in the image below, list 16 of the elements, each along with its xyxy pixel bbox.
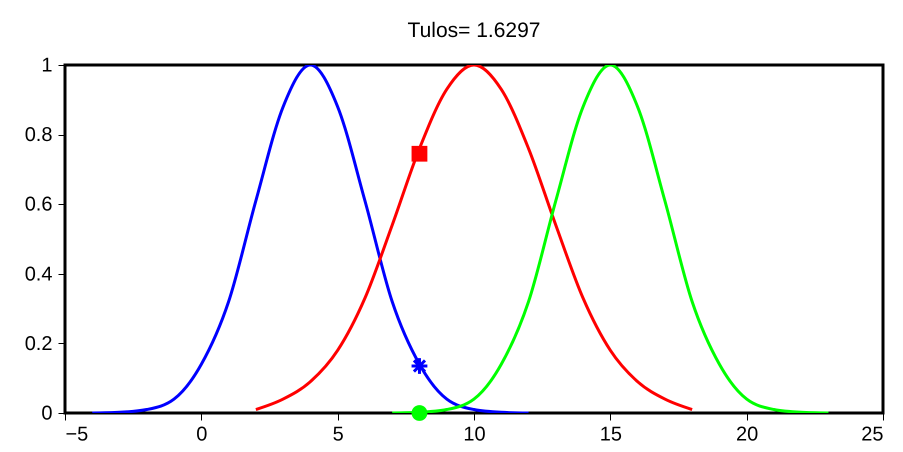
y-tick-label: 1 (41, 54, 52, 76)
y-tick-label: 0.2 (24, 332, 52, 355)
x-tick-label: 5 (332, 424, 344, 446)
x-tick-label: 25 (861, 424, 884, 446)
chart-title: Tulos= 1.6297 (408, 19, 540, 42)
x-tick-label: 15 (600, 424, 622, 446)
y-tick-label: 0 (41, 402, 52, 424)
y-tick-label: 0.4 (24, 263, 52, 286)
x-tick-label: 0 (196, 424, 208, 446)
line-series (254, 65, 694, 412)
y-tick-label: 0.8 (24, 124, 52, 146)
line-series (90, 65, 530, 413)
x-tick-label: 10 (463, 424, 486, 446)
x-tick-label: −5 (66, 424, 88, 446)
x-tick-label: 20 (736, 424, 758, 446)
y-tick-label: 0.6 (24, 194, 52, 216)
